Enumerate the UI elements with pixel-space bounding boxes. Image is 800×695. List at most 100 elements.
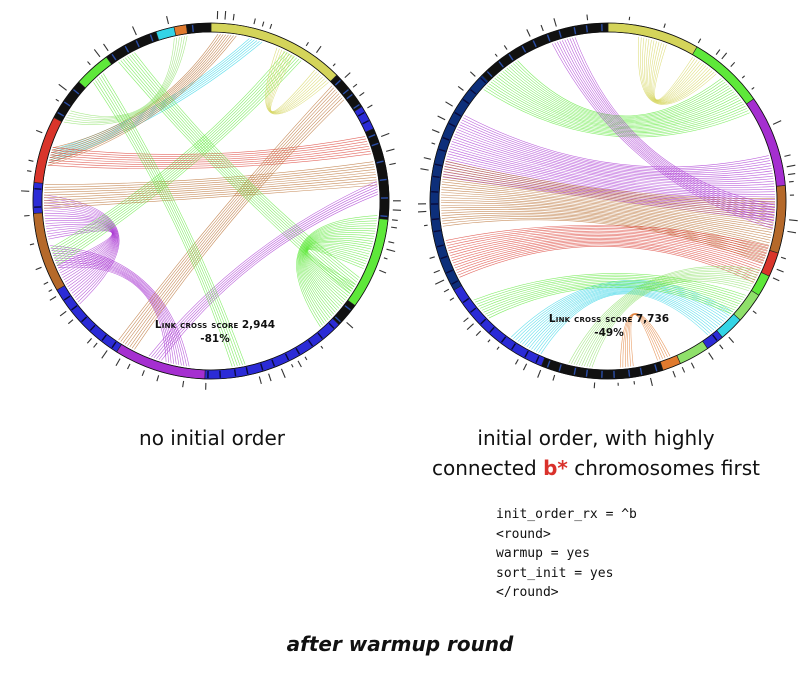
tick-mark — [367, 104, 373, 109]
band-stripe — [470, 89, 477, 95]
band-stripe — [558, 364, 562, 372]
tick-mark — [315, 45, 322, 53]
band-stripe — [57, 111, 65, 117]
tick-mark — [127, 363, 131, 370]
link-line — [63, 35, 188, 125]
tick-mark — [690, 362, 695, 369]
tick-mark — [224, 11, 227, 20]
link-line — [528, 288, 719, 349]
caption-right: initial order, with highly connected b* … — [396, 423, 796, 483]
link-line — [458, 244, 756, 281]
band-stripe — [454, 111, 462, 117]
link-line — [44, 166, 375, 191]
link-line — [522, 285, 724, 345]
link-line — [95, 80, 236, 367]
band-stripe — [573, 367, 577, 375]
tick-mark — [36, 129, 43, 134]
band-stripe — [442, 136, 450, 141]
link-line — [153, 186, 378, 359]
link-line — [640, 37, 715, 105]
tick-mark — [29, 243, 35, 246]
link-line — [100, 74, 243, 366]
link-line — [120, 87, 334, 342]
link-line — [458, 126, 772, 176]
tick-mark — [93, 49, 101, 58]
link-line — [47, 153, 372, 170]
link-line — [134, 99, 345, 350]
link-line — [504, 69, 733, 123]
link-line — [66, 36, 183, 122]
link-line — [535, 291, 713, 352]
score-value: 7,736 — [635, 313, 670, 325]
band-stripe — [149, 34, 154, 42]
tick-mark — [101, 350, 108, 359]
tick-mark — [466, 323, 474, 331]
tick-mark — [721, 52, 728, 60]
band-stripe — [470, 307, 477, 313]
tick-mark — [443, 288, 450, 293]
link-line — [44, 171, 376, 196]
link-line — [48, 41, 263, 164]
band-stripe — [546, 34, 551, 42]
band-stripe — [448, 122, 456, 128]
link-line — [52, 252, 182, 366]
link-line — [51, 34, 224, 154]
link-line — [573, 269, 758, 365]
link-line — [54, 57, 297, 261]
link-line — [441, 186, 774, 226]
tick-mark — [141, 370, 145, 377]
tick-mark — [719, 344, 724, 350]
link-line — [441, 184, 774, 223]
tick-mark — [48, 289, 53, 292]
tick-mark — [526, 29, 531, 37]
tick-mark — [788, 219, 798, 222]
link-line — [93, 82, 233, 367]
link-line — [52, 136, 366, 155]
link-cross-score-right: Link cross score 7,736 -49% — [544, 312, 674, 340]
tick-mark — [291, 363, 294, 368]
inner-ring-outline — [41, 31, 381, 371]
tick-mark — [787, 173, 796, 176]
link-line — [452, 138, 774, 185]
band-stripe — [111, 53, 117, 61]
link-line — [531, 289, 717, 350]
link-line — [485, 87, 749, 136]
tick-mark — [332, 63, 336, 67]
tick-mark — [514, 359, 519, 365]
link-line — [488, 286, 732, 319]
band-stripe — [639, 367, 643, 375]
link-line — [129, 54, 358, 283]
link-line — [487, 85, 748, 135]
link-line — [494, 78, 741, 130]
tick-mark — [258, 376, 262, 385]
band-stripe — [438, 148, 446, 152]
link-line — [450, 146, 775, 191]
chromosome-ring-left — [32, 22, 390, 380]
link-line — [304, 242, 372, 303]
tick-mark — [445, 101, 453, 107]
link-line — [48, 35, 232, 161]
band-stripe — [191, 24, 194, 33]
link-line — [447, 227, 768, 252]
band-stripe — [558, 30, 562, 38]
band-stripe — [380, 215, 388, 218]
tick-mark — [103, 43, 109, 52]
link-line — [574, 37, 776, 206]
link-line — [441, 204, 770, 244]
config-line: warmup = yes — [496, 546, 590, 561]
link-line — [97, 78, 238, 366]
link-line — [44, 169, 376, 193]
tick-mark — [418, 210, 427, 213]
band-stripe — [328, 322, 335, 329]
link-line — [642, 37, 713, 104]
caption-line-1: initial order, with highly — [477, 426, 715, 450]
chromosome-segment — [760, 250, 779, 277]
tick-mark — [320, 345, 324, 349]
link-line — [479, 279, 740, 309]
link-line — [118, 85, 333, 341]
tick-mark — [379, 269, 387, 274]
band-stripe — [446, 269, 453, 274]
link-line — [451, 236, 762, 267]
link-line — [441, 212, 767, 254]
link-line — [561, 40, 775, 219]
